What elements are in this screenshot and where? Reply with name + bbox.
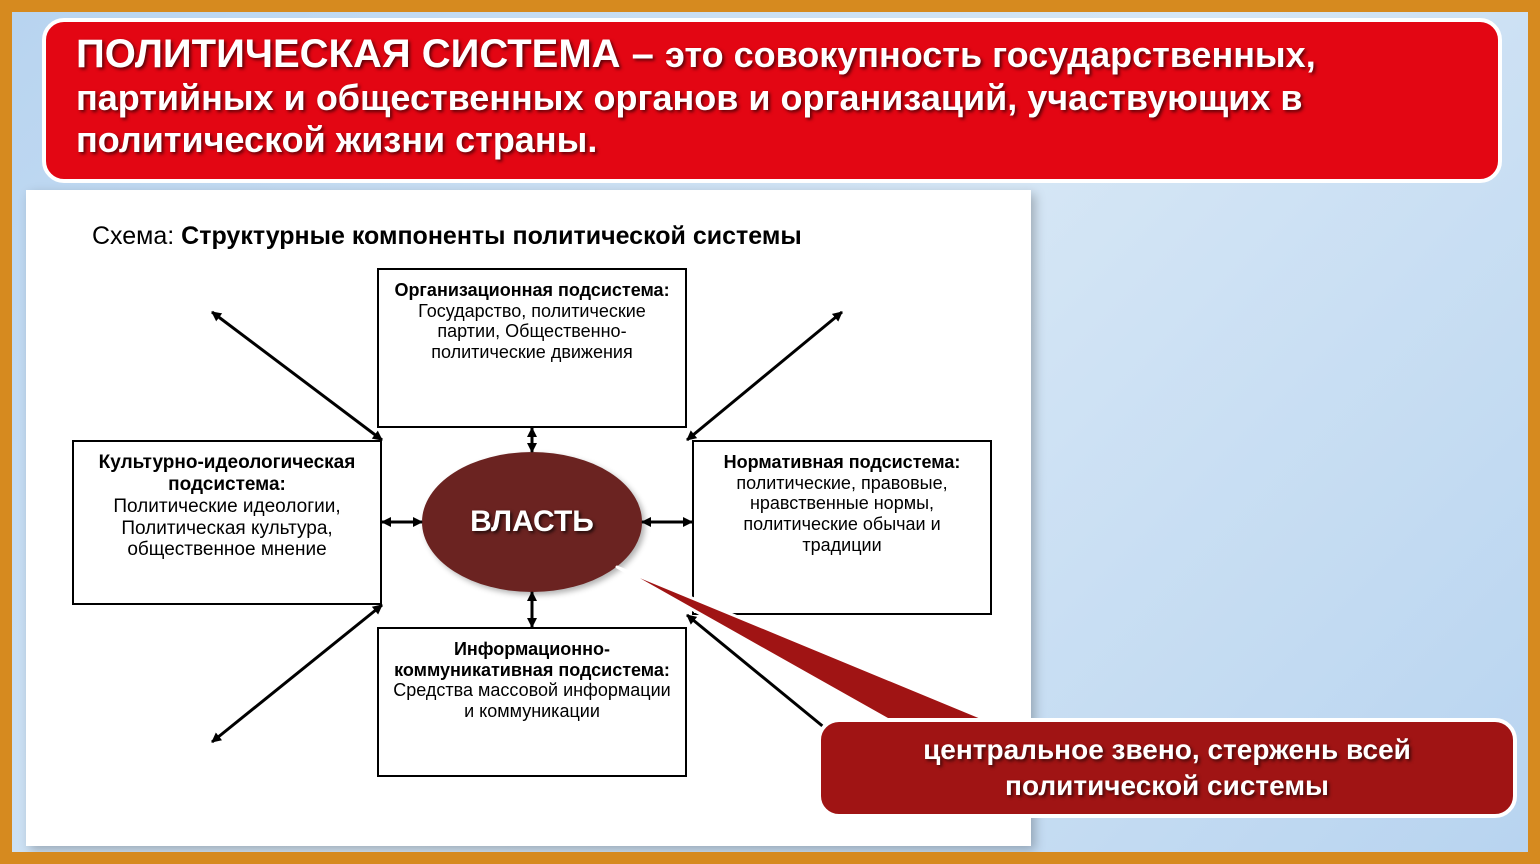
definition-header: ПОЛИТИЧЕСКАЯ СИСТЕМА – это совокупность … <box>42 18 1502 183</box>
schema-title: Схема: Структурные компоненты политическ… <box>92 222 802 251</box>
schema-bold: Структурные компоненты политической сист… <box>181 222 802 250</box>
node-title: Информационно-коммуникативная подсистема… <box>394 639 670 680</box>
node-organizational: Организационная подсистема: Государство,… <box>377 268 687 428</box>
schema-prefix: Схема: <box>92 222 181 250</box>
callout-text: центральное звено, стержень всей политич… <box>841 732 1493 805</box>
slide-frame: ПОЛИТИЧЕСКАЯ СИСТЕМА – это совокупность … <box>0 0 1540 864</box>
node-title: Культурно-идеологическая подсистема: <box>99 452 356 495</box>
node-body: Политические идеологии, Политическая кул… <box>113 496 340 561</box>
node-title: Организационная подсистема: <box>394 280 669 300</box>
node-body: Средства массовой информации и коммуника… <box>393 680 670 721</box>
node-title: Нормативная подсистема: <box>724 452 961 472</box>
node-normative: Нормативная подсистема: политические, пр… <box>692 440 992 615</box>
node-body: Государство, политические партии, Общест… <box>418 301 646 362</box>
definition-term: ПОЛИТИЧЕСКАЯ СИСТЕМА – <box>76 32 665 76</box>
center-power-oval: ВЛАСТЬ <box>422 452 642 592</box>
node-cultural: Культурно-идеологическая подсистема: Пол… <box>72 440 382 605</box>
node-body: политические, правовые, нравственные нор… <box>736 473 947 555</box>
node-communicative: Информационно-коммуникативная подсистема… <box>377 627 687 777</box>
callout-central-link: центральное звено, стержень всей политич… <box>817 718 1517 818</box>
center-label: ВЛАСТЬ <box>470 505 594 539</box>
